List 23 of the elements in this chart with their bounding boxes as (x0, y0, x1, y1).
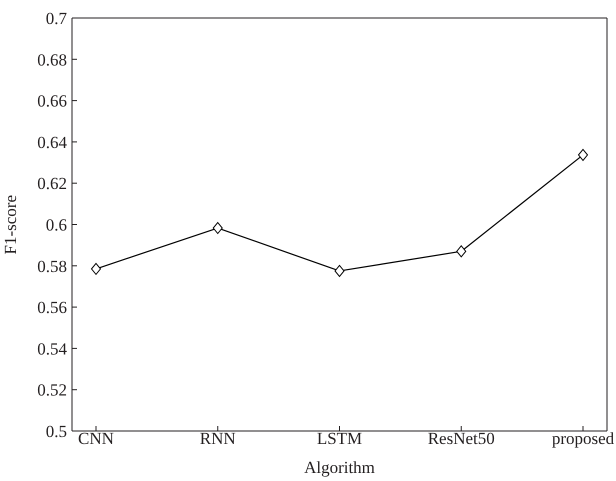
y-tick-label: 0.7 (46, 9, 68, 28)
point (334, 264, 344, 277)
y-tick-label: 0.58 (37, 256, 67, 276)
x-tick-label: RNN (200, 429, 236, 448)
y-tick-label: 0.5 (46, 422, 67, 442)
point (212, 222, 223, 234)
x-tick-label: proposed (552, 429, 615, 448)
y-axis-title: F1-score (1, 195, 20, 254)
y-tick-label: 0.56 (37, 298, 67, 318)
y-tick-label: 0.64 (37, 132, 68, 152)
y-tick-label: 0.54 (37, 339, 68, 358)
point (578, 148, 588, 161)
x-tick-label: ResNet50 (428, 429, 495, 448)
x-tick-label: LSTM (316, 429, 362, 448)
x-tick-label: CNN (78, 429, 114, 448)
point (91, 262, 101, 275)
x-axis-title: Algorithm (304, 458, 375, 477)
y-tick-label: 0.62 (37, 174, 67, 194)
y-tick-label: 0.68 (37, 50, 67, 70)
y-tick-label: 0.6 (46, 216, 67, 235)
y-tick-label: 0.66 (37, 92, 67, 111)
y-tick-label: 0.52 (37, 380, 67, 400)
point (456, 245, 466, 258)
